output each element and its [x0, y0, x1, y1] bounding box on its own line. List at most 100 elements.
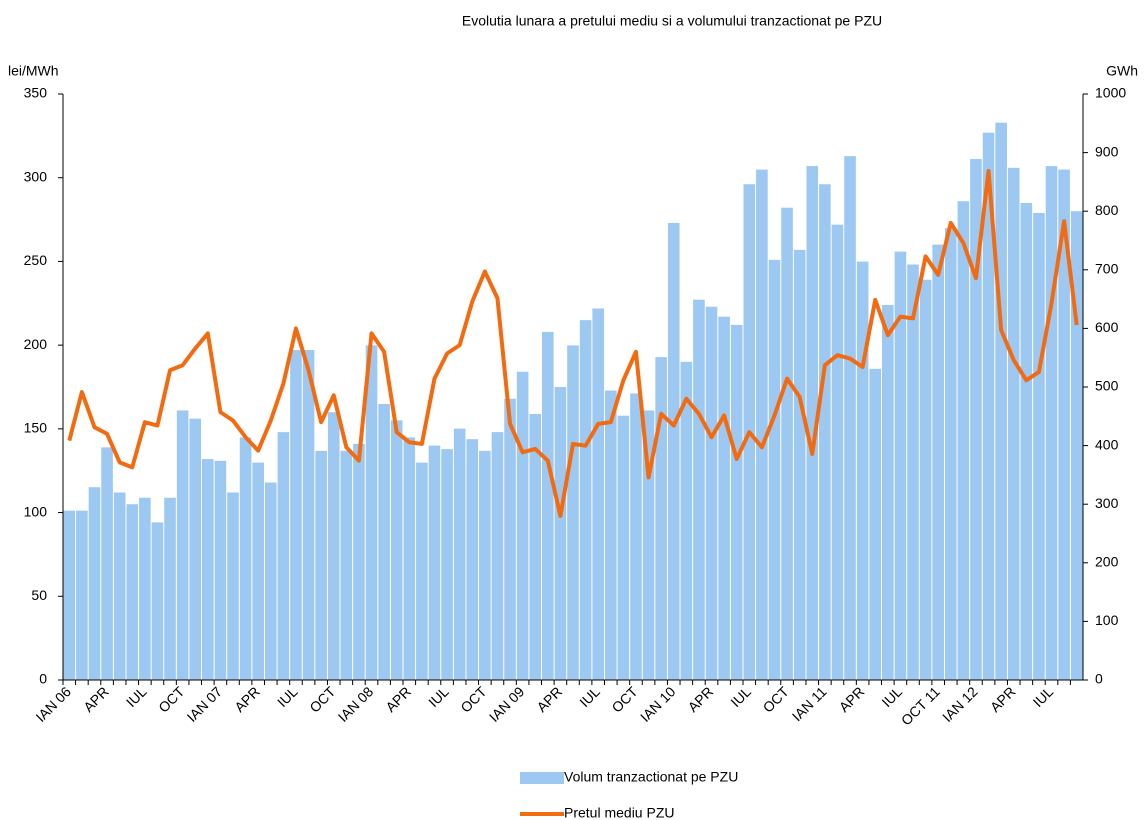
bar: [428, 445, 441, 680]
bar: [1070, 211, 1083, 680]
bar: [957, 201, 970, 680]
bar: [1007, 167, 1020, 680]
bar: [202, 459, 214, 680]
y2-tick-label: 400: [1095, 436, 1119, 452]
x-tick-label: IAN 11: [789, 683, 830, 724]
x-tick-label: OCT: [608, 683, 641, 716]
bar: [264, 482, 277, 680]
bar: [353, 443, 365, 680]
y2-tick-label: 300: [1095, 495, 1119, 511]
y2-tick-label: 0: [1095, 671, 1103, 687]
bar: [869, 368, 882, 680]
x-tick-label: APR: [382, 683, 414, 715]
bar: [214, 460, 227, 680]
x-tick-label: IUL: [878, 683, 905, 710]
bar: [504, 398, 516, 680]
bar: [894, 251, 907, 680]
x-tick-label: OCT: [155, 683, 188, 716]
x-tick-label: IAN 10: [637, 683, 679, 725]
x-tick-label: APR: [80, 683, 112, 715]
bar: [693, 299, 705, 680]
y2-tick-label: 600: [1095, 319, 1119, 335]
y2-axis-label: GWh: [1106, 63, 1138, 79]
bar: [604, 390, 617, 680]
bar: [768, 259, 781, 680]
bar: [327, 412, 340, 680]
bar: [126, 504, 139, 680]
bar: [1020, 202, 1033, 680]
bar: [718, 316, 730, 680]
bar: [101, 447, 113, 680]
bar: [730, 324, 743, 680]
bar: [441, 449, 453, 680]
x-tick-label: IAN 12: [939, 683, 981, 725]
bar: [416, 462, 428, 680]
x-tick-label: IAN 07: [184, 683, 226, 725]
bar: [781, 207, 793, 680]
y2-tick-label: 700: [1095, 261, 1119, 277]
bar: [277, 432, 290, 680]
x-tick-label: IAN 06: [32, 683, 74, 725]
bar: [630, 393, 642, 680]
x-tick-label: OCT: [306, 683, 339, 716]
bar: [856, 261, 869, 680]
bar: [176, 410, 189, 680]
bar: [970, 159, 982, 680]
x-tick-label: IUL: [576, 683, 603, 710]
y2-tick-label: 200: [1095, 554, 1119, 570]
bar: [542, 331, 554, 680]
x-tick-label: APR: [836, 683, 868, 715]
bar: [1045, 166, 1058, 680]
legend-label: Volum tranzactionat pe PZU: [564, 769, 738, 785]
line: [67, 169, 1079, 518]
legend-label: Pretul mediu PZU: [564, 805, 674, 820]
bar: [919, 279, 932, 680]
bar: [844, 156, 856, 681]
x-tick-label: IAN 08: [335, 683, 377, 725]
bar: [705, 306, 718, 680]
x-tick-label: IUL: [727, 683, 754, 710]
bar: [151, 522, 164, 680]
bar: [466, 439, 479, 680]
bar: [76, 510, 88, 680]
bar: [982, 132, 995, 680]
bar: [189, 418, 202, 680]
bar: [806, 166, 819, 680]
x-tick-label: IUL: [123, 683, 150, 710]
bar: [390, 420, 403, 680]
bar: [1058, 169, 1070, 680]
y2-tick-label: 900: [1095, 143, 1119, 159]
bar: [63, 510, 76, 680]
bar: [479, 450, 491, 680]
y2-tick-label: 100: [1095, 612, 1119, 628]
x-tick-label: APR: [987, 683, 1019, 715]
x-tick-label: IAN 09: [486, 683, 528, 725]
bar: [907, 264, 919, 680]
bar: [617, 415, 630, 680]
x-tick-label: OCT: [457, 683, 490, 716]
bar: [315, 450, 327, 680]
legend-swatch: [520, 772, 564, 784]
chart-title: Evolutia lunara a pretului mediu si a vo…: [462, 13, 882, 29]
x-tick-label: IUL: [425, 683, 452, 710]
bar: [290, 350, 302, 680]
bar: [88, 487, 101, 680]
bar: [164, 497, 176, 680]
bar: [340, 450, 353, 680]
bar: [252, 462, 264, 680]
bar: [516, 371, 529, 680]
bar: [1033, 212, 1045, 680]
bar: [932, 244, 944, 681]
bar: [882, 304, 894, 680]
y2-tick-label: 800: [1095, 202, 1119, 218]
y2-tick-label: 1000: [1095, 85, 1126, 101]
bar: [793, 249, 806, 680]
bar: [113, 492, 126, 680]
bar: [819, 184, 831, 680]
bar: [365, 345, 378, 680]
y-tick-label: 50: [31, 587, 47, 603]
x-tick-label: APR: [685, 683, 717, 715]
bar: [680, 361, 693, 680]
y-axis-label: lei/MWh: [8, 63, 59, 79]
bar: [403, 437, 416, 680]
